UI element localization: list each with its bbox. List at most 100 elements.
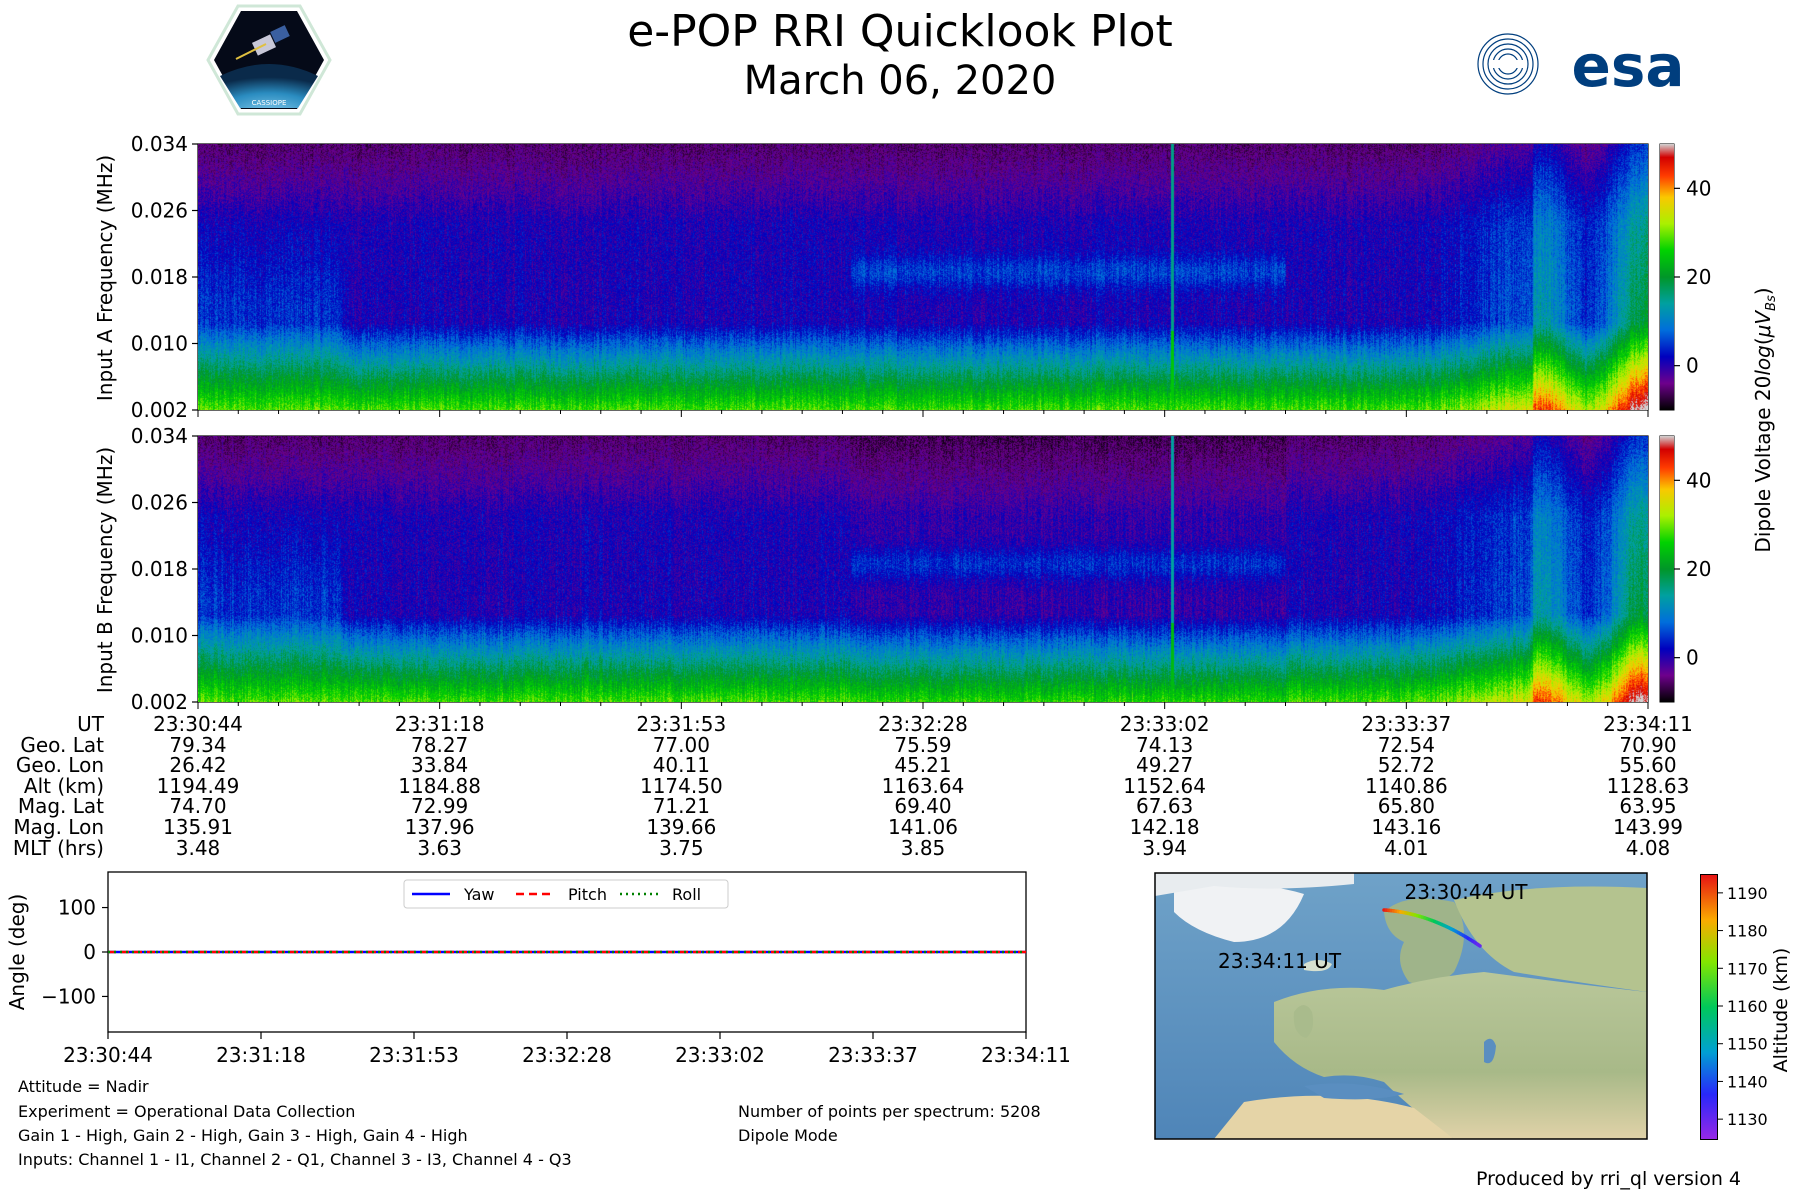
ephemeris-row-label: Mag. Lon xyxy=(13,815,104,839)
ephemeris-cell: 23:34:11 xyxy=(1603,712,1693,736)
attitude-legend-label: Yaw xyxy=(463,885,494,904)
ephemeris-cell: 79.34 xyxy=(169,732,227,757)
ephemeris-cell: 143.99 xyxy=(1613,815,1683,839)
ephemeris-cell: 23:33:37 xyxy=(1361,712,1452,736)
ground-track-map: 23:30:44 UT 23:34:11 UT xyxy=(1154,872,1648,1140)
altitude-colorbar-axis: 1190 1180 1170 1160 1150 1140 1130 Altitude (km… xyxy=(1717,884,1792,1129)
altitude-colorbar-tick: 1160 xyxy=(1727,997,1768,1016)
ephemeris-row-label: Geo. Lat xyxy=(20,732,104,757)
esa-logo: esa xyxy=(1477,32,1685,100)
attitude-xtick: 23:33:02 xyxy=(675,1043,765,1067)
spectrogram-b-ytick: 0.010 xyxy=(131,624,188,648)
ephemeris-cell: 33.84 xyxy=(411,753,469,778)
colorbar-a-tick: 20 xyxy=(1686,265,1711,289)
cassiope-logo-text: CASSIOPE xyxy=(252,99,287,107)
esa-logo-text: esa xyxy=(1572,32,1685,100)
spectrogram-a-ytick: 0.034 xyxy=(131,132,188,156)
note-mode: Dipole Mode xyxy=(738,1126,838,1145)
ephemeris-cell: 1163.64 xyxy=(881,773,965,798)
ephemeris-cell: 72.99 xyxy=(411,794,469,819)
ephemeris-cell: 1140.86 xyxy=(1364,773,1448,798)
ephemeris-cell: 4.01 xyxy=(1384,835,1429,860)
ephemeris-cell: 45.21 xyxy=(894,753,952,778)
ephemeris-cell: 75.59 xyxy=(894,732,952,757)
eurasia-shape xyxy=(1274,972,1647,1139)
spectrogram-b-image xyxy=(198,436,1648,702)
ephemeris-cell: 3.63 xyxy=(417,835,462,860)
ephemeris-cell: 72.54 xyxy=(1377,732,1435,757)
ephemeris-cell: 3.85 xyxy=(900,835,946,860)
spectrogram-b-ytick: 0.034 xyxy=(131,424,188,448)
attitude-legend xyxy=(403,879,729,909)
ephemeris-cell: 74.13 xyxy=(1136,732,1194,757)
attitude-legend-label: Roll xyxy=(672,885,701,904)
altitude-colorbar-tick: 1140 xyxy=(1727,1072,1768,1091)
ephemeris-cell: 77.00 xyxy=(652,732,710,757)
ephemeris-cell: 26.42 xyxy=(169,753,227,778)
colorbar-b-gradient xyxy=(1660,436,1674,702)
ephemeris-cell: 135.91 xyxy=(163,815,233,839)
ephemeris-cell: 143.16 xyxy=(1371,815,1442,839)
spectrogram-a-ytick: 0.026 xyxy=(131,199,188,223)
attitude-plot: 100 0 −100 Angle (deg) 23:30:44 23:31:18 23:31… xyxy=(5,871,1071,1067)
attitude-legend-label: Pitch xyxy=(568,885,607,904)
ephemeris-cell: 141.06 xyxy=(888,815,958,839)
ephemeris-cell: 69.40 xyxy=(894,794,952,819)
ephemeris-row-label: MLT (hrs) xyxy=(12,835,104,860)
spectrogram-b-ylabel: Input B Frequency (MHz) xyxy=(93,447,117,693)
page-date: March 06, 2020 xyxy=(743,58,1057,104)
colorbar-b-tick: 20 xyxy=(1686,557,1711,581)
altitude-colorbar-tick: 1150 xyxy=(1727,1035,1768,1054)
spectrogram-a-ytick: 0.018 xyxy=(131,265,188,289)
ephemeris-cell: 1184.88 xyxy=(398,773,482,798)
ephemeris-cell: 3.48 xyxy=(175,835,221,860)
ephemeris-cell: 78.27 xyxy=(411,732,469,757)
ephemeris-cell: 1152.64 xyxy=(1123,773,1207,798)
ephemeris-row-label: UT xyxy=(77,712,104,736)
ephemeris-cell: 55.60 xyxy=(1619,753,1677,778)
ephemeris-cell: 52.72 xyxy=(1377,753,1435,778)
attitude-ytick: −100 xyxy=(41,984,96,1008)
attitude-xtick: 23:30:44 xyxy=(63,1043,153,1067)
ephemeris-cell: 74.70 xyxy=(169,794,227,819)
ephemeris-row-label: Geo. Lon xyxy=(15,753,104,778)
colorbar-a-tick: 0 xyxy=(1686,354,1699,378)
attitude-xtick: 23:31:53 xyxy=(369,1043,459,1067)
note-inputs: Inputs: Channel 1 - I1, Channel 2 - Q1, … xyxy=(18,1150,572,1169)
spectrogram-a-image xyxy=(198,144,1648,410)
ephemeris-cell: 142.18 xyxy=(1129,815,1200,839)
attitude-xtick: 23:31:18 xyxy=(216,1043,306,1067)
page-title: e-POP RRI Quicklook Plot xyxy=(627,6,1173,57)
colorbar-a-tick: 40 xyxy=(1686,176,1711,200)
altitude-colorbar-tick: 1170 xyxy=(1727,959,1768,978)
map-end-label: 23:34:11 UT xyxy=(1218,949,1342,973)
ephemeris-cell: 3.94 xyxy=(1142,835,1187,860)
note-attitude: Attitude = Nadir xyxy=(18,1077,149,1096)
attitude-ylabel: Angle (deg) xyxy=(5,894,29,1011)
ephemeris-cell: 71.21 xyxy=(652,794,710,819)
attitude-ytick: 0 xyxy=(83,940,96,964)
ephemeris-cell: 3.75 xyxy=(659,835,704,860)
note-gains: Gain 1 - High, Gain 2 - High, Gain 3 - H… xyxy=(18,1126,468,1145)
ephemeris-row-label: Alt (km) xyxy=(23,773,104,798)
ephemeris-cell: 1194.49 xyxy=(156,773,240,798)
spectrogram-a-ytick: 0.010 xyxy=(131,332,188,356)
note-experiment: Experiment = Operational Data Collection xyxy=(18,1102,356,1121)
ephemeris-cell: 23:32:28 xyxy=(878,712,968,736)
colorbar-b-tick: 40 xyxy=(1686,468,1711,492)
ephemeris-cell: 23:33:02 xyxy=(1119,712,1210,736)
ephemeris-cell: 40.11 xyxy=(652,753,710,778)
ephemeris-cell: 67.63 xyxy=(1136,794,1194,819)
spectrogram-b-ytick: 0.026 xyxy=(131,491,188,515)
altitude-colorbar xyxy=(1700,874,1718,1140)
svg-text:Dipole Voltage 20log(μVBs): Dipole Voltage 20log(μVBs) xyxy=(1751,287,1779,552)
attitude-xtick: 23:32:28 xyxy=(522,1043,612,1067)
altitude-colorbar-tick: 1180 xyxy=(1727,922,1768,941)
ephemeris-table: UT Geo. Lat Geo. Lon Alt (km) Mag. Lat Mag. L… xyxy=(0,712,1800,860)
ephemeris-cell: 23:31:18 xyxy=(394,712,485,736)
ephemeris-row-label: Mag. Lat xyxy=(17,794,104,819)
spectrogram-a-ytick: 0.002 xyxy=(131,398,188,422)
colorbar-a-gradient xyxy=(1660,144,1674,410)
altitude-colorbar-label: Altitude (km) xyxy=(1770,948,1792,1073)
